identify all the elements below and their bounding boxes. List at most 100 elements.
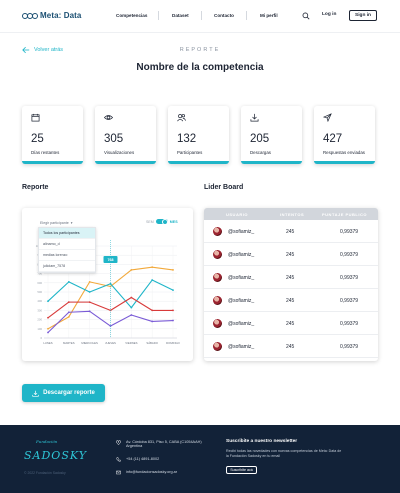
mail-icon <box>116 470 121 475</box>
participant-dropdown[interactable]: Elegir participante ▾ <box>40 221 73 225</box>
x-tick-label: SÁBADO <box>146 341 158 345</box>
stat-label: Participantes <box>177 150 203 155</box>
y-tick-label: 300 <box>37 308 42 312</box>
download-label: Descargar reporte <box>43 390 95 396</box>
table-row[interactable]: @sofiamiz_ 245 0,99379 <box>204 312 378 335</box>
y-tick-label: 600 <box>37 281 42 285</box>
data-point <box>172 319 174 322</box>
stat-card-descargas: 205 Descargas <box>241 106 302 164</box>
footer-phone[interactable]: +54 (11) 4891-8002 <box>116 457 159 462</box>
x-tick-label: DOMINGO <box>166 341 180 345</box>
footer: Fundación SADOSKY © 2022 Fundación Sados… <box>0 425 400 493</box>
stat-label: Días restantes <box>31 150 60 155</box>
nav-divider <box>246 11 247 20</box>
row-user: @sofiamiz_ <box>228 344 255 350</box>
dropdown-option[interactable]: juliolam_7578 <box>39 261 95 272</box>
page-title: Nombre de la competencia <box>136 62 264 73</box>
x-tick-label: MARTES <box>63 341 75 345</box>
table-row[interactable]: @sofiamiz_ 245 0,99379 <box>204 289 378 312</box>
data-point <box>47 331 49 334</box>
nav-competencias[interactable]: Competencias <box>116 13 148 18</box>
footer-logo-small: Fundación <box>36 439 58 444</box>
row-attempts: 245 <box>286 321 295 327</box>
footer-logo[interactable]: Fundación SADOSKY <box>24 439 87 463</box>
data-point <box>130 296 133 299</box>
dropdown-option[interactable]: medias lorenzo <box>39 250 95 261</box>
row-attempts: 245 <box>286 229 295 235</box>
data-point <box>88 280 91 283</box>
logo-text: Meta: Data <box>40 11 82 20</box>
table-row[interactable]: @sofiamiz_ 245 0,99379 <box>204 335 378 358</box>
footer-address: Av. Córdoba 831, Piso 5, CABA (C1054AAH)… <box>116 440 216 448</box>
data-point <box>47 316 49 319</box>
row-user: @sofiamiz_ <box>228 252 255 258</box>
login-button[interactable]: Log in <box>322 12 337 17</box>
download-report-button[interactable]: Descargar reporte <box>22 384 105 402</box>
y-tick-label: 400 <box>37 299 42 303</box>
report-section-title: Reporte <box>22 184 49 191</box>
stat-card-participantes: 132 Participantes <box>168 106 229 164</box>
y-tick-label: 0 <box>40 336 42 340</box>
nav-divider <box>158 11 159 20</box>
footer-email-text: info@fundacionsadosky.org.ar <box>126 470 178 474</box>
table-row[interactable]: @sofiamiz_ 245 0,99379 <box>204 243 378 266</box>
x-tick-label: VIERNES <box>125 341 137 345</box>
users-icon <box>177 114 186 122</box>
data-point <box>130 269 133 271</box>
row-attempts: 245 <box>286 344 295 350</box>
toggle-switch[interactable] <box>155 218 168 225</box>
footer-address-text: Av. Córdoba 831, Piso 5, CABA (C1054AAH)… <box>126 440 202 448</box>
data-point <box>151 309 154 312</box>
footer-email[interactable]: info@fundacionsadosky.org.ar <box>116 470 177 475</box>
data-point <box>130 314 133 316</box>
newsletter-text: Recibí todas las novedades con nuevas co… <box>226 449 342 458</box>
col-intentos: INTENTOS <box>280 212 305 217</box>
row-score: 0,99379 <box>340 252 359 258</box>
y-tick-label: 500 <box>37 290 42 294</box>
stat-card-visualizaciones: 305 Visualizaciones <box>95 106 156 164</box>
avatar <box>213 227 222 236</box>
participant-dropdown-menu: Todos los participantes alinamo_d medias… <box>38 227 96 273</box>
avatar <box>213 273 222 282</box>
location-pin-icon <box>116 440 121 445</box>
stat-label: Visualizaciones <box>104 150 135 155</box>
data-point <box>67 301 70 304</box>
footer-logo-big: SADOSKY <box>24 449 88 462</box>
back-link[interactable]: Volver atrás <box>22 46 63 54</box>
row-user: @sofiamiz_ <box>228 298 255 304</box>
data-point <box>67 280 70 283</box>
x-tick-label: LUNES <box>43 341 52 345</box>
toggle-left-label: SEM <box>146 219 154 224</box>
logo[interactable]: Meta: Data <box>22 11 81 20</box>
avatar <box>213 319 222 328</box>
phone-icon <box>116 457 121 462</box>
eye-icon <box>104 115 113 120</box>
footer-copyright: © 2022 Fundación Sadosky <box>24 471 66 475</box>
data-point <box>109 282 112 285</box>
table-row[interactable]: @sofiamiz_ 245 0,99379 <box>204 266 378 289</box>
data-point <box>88 291 91 293</box>
nav-dataset[interactable]: Dataset <box>172 13 189 18</box>
stat-value: 305 <box>104 133 124 145</box>
data-point <box>67 315 70 318</box>
stat-value: 427 <box>323 133 343 145</box>
row-user: @sofiamiz_ <box>228 321 255 327</box>
subscribe-button[interactable]: Suscribite acá <box>226 466 257 474</box>
avatar <box>213 296 222 305</box>
table-row[interactable]: @sofiamiz_ 245 0,99379 <box>204 220 378 243</box>
search-icon[interactable] <box>302 12 310 20</box>
data-point <box>172 309 174 312</box>
stat-value: 132 <box>177 133 197 145</box>
report-chart-panel: 01002003004005006007008009001000LUNESMAR… <box>22 208 193 361</box>
period-toggle[interactable]: SEM MES <box>146 218 178 225</box>
avatar <box>213 342 222 351</box>
calendar-icon <box>31 113 40 122</box>
tooltip-value: 768 <box>108 258 114 262</box>
stat-card-dias: 25 Días restantes <box>22 106 83 164</box>
dropdown-option[interactable]: Todos los participantes <box>39 228 95 239</box>
signin-button[interactable]: Sign in <box>349 10 377 21</box>
dropdown-option[interactable]: alinamo_d <box>39 239 95 250</box>
nav-contacto[interactable]: Contacto <box>214 13 234 18</box>
nav-mi-perfil[interactable]: Mi perfil <box>260 13 278 18</box>
nav-divider <box>201 11 202 20</box>
